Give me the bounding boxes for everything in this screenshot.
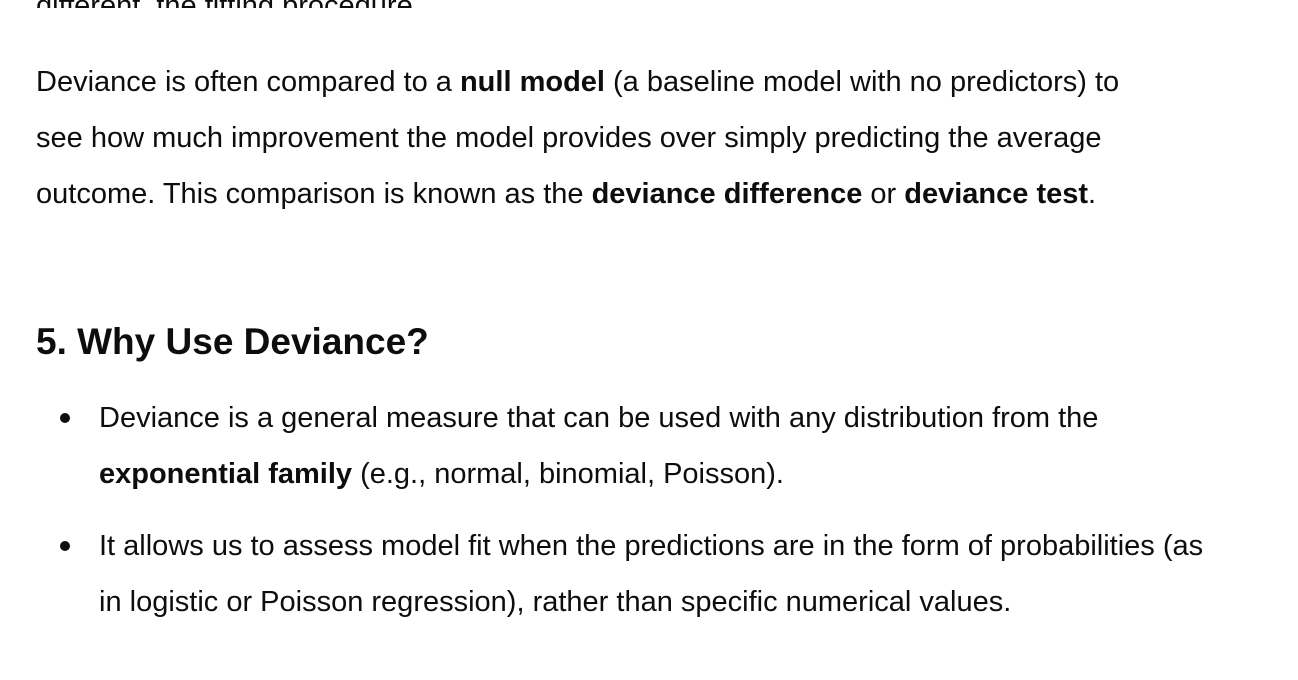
exponential-family-term: exponential family — [99, 458, 353, 490]
null-model-term: null model — [459, 66, 605, 98]
deviance-paragraph: Deviance is often compared to a null mod… — [36, 54, 1156, 222]
paragraph-text: . — [1088, 178, 1097, 210]
list-item: Deviance is a general measure that can b… — [36, 390, 1216, 502]
list-item-text: (e.g., normal, binomial, Poisson). — [352, 458, 784, 490]
list-item-text: It allows us to assess model fit when th… — [99, 530, 1204, 618]
deviance-test-term: deviance test — [904, 178, 1089, 210]
deviance-difference-term: deviance difference — [591, 178, 863, 210]
section-heading: 5. Why Use Deviance? — [36, 321, 429, 362]
paragraph-text: or — [862, 178, 905, 210]
list-item: It allows us to assess model fit when th… — [36, 518, 1216, 630]
bullet-icon — [60, 413, 70, 423]
list-item-text: Deviance is a general measure that can b… — [99, 402, 1099, 434]
paragraph-text: (a baseline model with no predictors) to… — [36, 66, 1120, 210]
partial-text-line: different, the fitting procedure — [36, 0, 413, 8]
bullet-list: Deviance is a general measure that can b… — [36, 390, 1216, 646]
partial-line-text: different, the fitting procedure — [36, 0, 413, 8]
paragraph-text: Deviance is often compared to a — [36, 66, 460, 98]
bullet-icon — [60, 541, 70, 551]
